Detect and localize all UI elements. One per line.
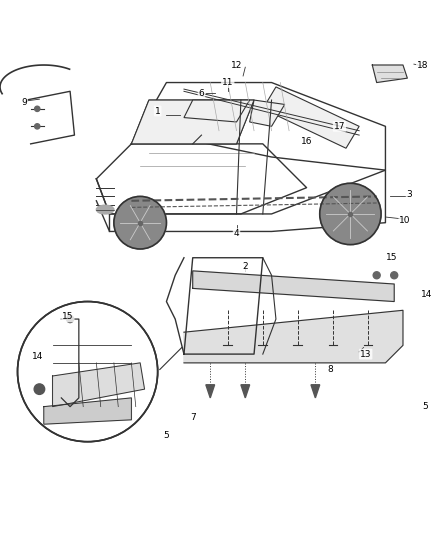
Circle shape (18, 302, 158, 442)
Polygon shape (184, 310, 403, 363)
Text: 4: 4 (234, 229, 239, 238)
Polygon shape (372, 65, 407, 83)
Polygon shape (53, 363, 145, 407)
Text: 14: 14 (421, 290, 433, 300)
Text: 3: 3 (406, 190, 413, 199)
Text: 11: 11 (222, 78, 233, 87)
Text: 17: 17 (334, 122, 345, 131)
Text: 5: 5 (163, 431, 170, 440)
Circle shape (67, 316, 74, 322)
Text: 16: 16 (301, 137, 312, 146)
Text: 8: 8 (328, 365, 334, 374)
Text: 14: 14 (32, 352, 43, 361)
Text: 12: 12 (231, 61, 242, 69)
Polygon shape (241, 385, 250, 398)
Text: 9: 9 (21, 98, 27, 107)
Polygon shape (311, 385, 320, 398)
Circle shape (35, 106, 40, 111)
Polygon shape (263, 87, 359, 148)
Text: 15: 15 (386, 253, 398, 262)
Circle shape (320, 183, 381, 245)
Text: 1: 1 (155, 107, 161, 116)
Text: 10: 10 (399, 216, 411, 225)
Polygon shape (250, 100, 285, 126)
Polygon shape (131, 100, 254, 144)
Polygon shape (193, 271, 394, 302)
Circle shape (391, 272, 398, 279)
Polygon shape (184, 100, 250, 122)
Text: 7: 7 (190, 413, 196, 422)
Circle shape (34, 384, 45, 394)
Text: 18: 18 (417, 61, 428, 69)
Circle shape (114, 197, 166, 249)
Text: 15: 15 (62, 312, 74, 321)
Text: 2: 2 (243, 262, 248, 271)
Polygon shape (44, 398, 131, 424)
Circle shape (35, 124, 40, 129)
Text: 13: 13 (360, 350, 371, 359)
Text: 5: 5 (422, 402, 428, 411)
Polygon shape (206, 385, 215, 398)
Circle shape (373, 272, 380, 279)
Text: 6: 6 (198, 89, 205, 98)
Ellipse shape (96, 205, 114, 214)
